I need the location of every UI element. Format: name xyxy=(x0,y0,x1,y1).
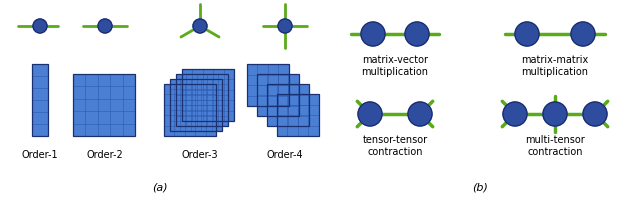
Circle shape xyxy=(33,20,47,34)
Text: matrix-matrix
multiplication: matrix-matrix multiplication xyxy=(522,55,589,76)
Text: Order-4: Order-4 xyxy=(267,149,303,159)
Text: Order-2: Order-2 xyxy=(86,149,124,159)
Circle shape xyxy=(98,20,112,34)
Bar xyxy=(247,65,289,106)
Bar xyxy=(176,75,228,126)
Circle shape xyxy=(193,20,207,34)
Text: Order-1: Order-1 xyxy=(22,149,58,159)
Bar xyxy=(257,75,299,116)
Circle shape xyxy=(515,23,539,47)
Bar xyxy=(277,94,319,136)
Bar xyxy=(247,65,289,106)
Bar xyxy=(32,65,48,136)
Bar xyxy=(176,75,228,126)
Bar xyxy=(170,80,222,131)
Circle shape xyxy=(361,23,385,47)
Bar xyxy=(267,85,309,126)
Bar xyxy=(182,70,234,121)
Text: (a): (a) xyxy=(152,182,168,192)
Bar xyxy=(164,85,216,136)
Circle shape xyxy=(503,102,527,126)
Bar xyxy=(277,94,319,136)
Circle shape xyxy=(405,23,429,47)
Circle shape xyxy=(583,102,607,126)
Circle shape xyxy=(571,23,595,47)
Circle shape xyxy=(408,102,432,126)
Bar xyxy=(32,65,48,136)
Text: multi-tensor
contraction: multi-tensor contraction xyxy=(525,134,585,156)
Bar xyxy=(73,75,135,136)
Bar xyxy=(73,75,135,136)
Circle shape xyxy=(278,20,292,34)
Bar xyxy=(170,80,222,131)
Text: tensor-tensor
contraction: tensor-tensor contraction xyxy=(362,134,428,156)
Bar xyxy=(164,85,216,136)
Text: (b): (b) xyxy=(472,182,488,192)
Bar xyxy=(182,70,234,121)
Text: Order-3: Order-3 xyxy=(182,149,218,159)
Bar xyxy=(257,75,299,116)
Circle shape xyxy=(358,102,382,126)
Text: matrix-vector
multiplication: matrix-vector multiplication xyxy=(362,55,429,76)
Bar xyxy=(267,85,309,126)
Circle shape xyxy=(543,102,567,126)
